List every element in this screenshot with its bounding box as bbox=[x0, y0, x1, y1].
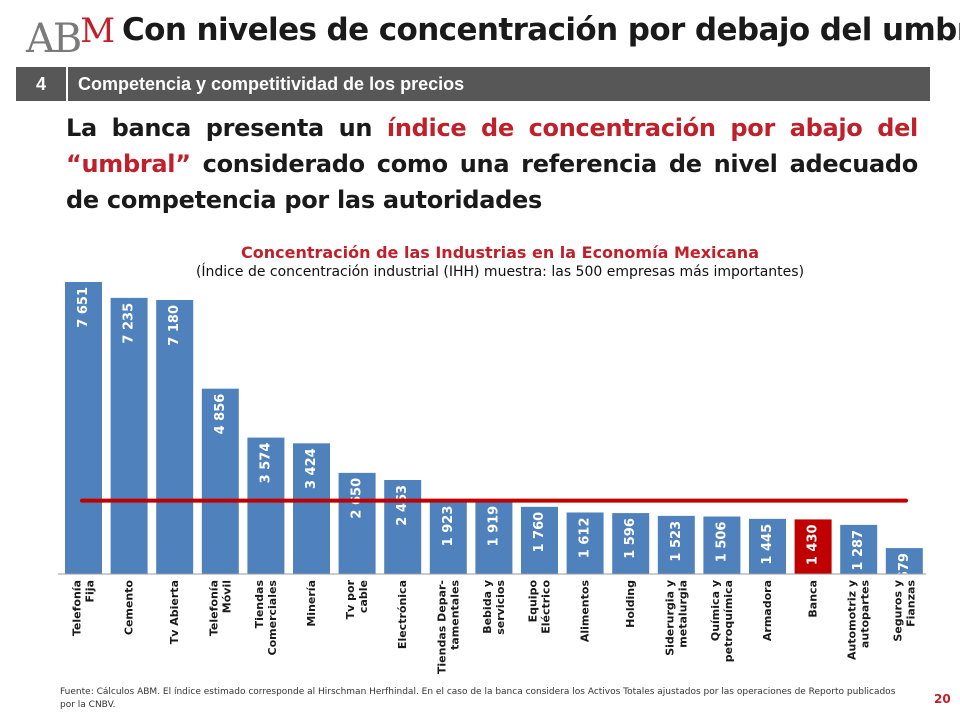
x-tick-label: Telefonía bbox=[207, 580, 220, 636]
lead-text-1: La banca presenta un bbox=[66, 114, 387, 142]
x-tick-label: cable bbox=[357, 580, 370, 613]
bar-value-label: 7 235 bbox=[122, 303, 137, 344]
bar-value-label: 3 574 bbox=[258, 443, 273, 484]
page-number: 20 bbox=[934, 692, 951, 706]
bar-value-label: 1 506 bbox=[714, 522, 729, 563]
bar bbox=[65, 282, 102, 574]
x-tick-label: Holding bbox=[624, 580, 637, 628]
section-title: Competencia y competitividad de los prec… bbox=[78, 74, 465, 94]
abm-logo: ABM bbox=[26, 8, 115, 64]
logo-text: ABM bbox=[26, 11, 115, 62]
bar bbox=[384, 479, 422, 574]
x-tick-label: Cemento bbox=[123, 580, 136, 636]
bar bbox=[201, 388, 239, 574]
x-tick-label: Tiendas Depar- bbox=[435, 580, 448, 674]
x-tick-label: Comerciales bbox=[266, 580, 279, 656]
bar bbox=[566, 512, 604, 574]
bar-value-label: 1 523 bbox=[669, 521, 684, 562]
bar-value-label: 1 445 bbox=[760, 524, 775, 565]
x-tick-label: Minería bbox=[305, 580, 318, 627]
x-tick-label: servicios bbox=[494, 580, 507, 635]
x-tick-label: Tiendas bbox=[253, 580, 266, 629]
bar bbox=[156, 299, 194, 574]
bar-value-label: 1 430 bbox=[806, 524, 821, 565]
source-footnote: Fuente: Cálculos ABM. El índice estimado… bbox=[60, 687, 896, 710]
x-tick-label: petroquímica bbox=[722, 580, 735, 662]
bar bbox=[657, 515, 695, 574]
bar-value-label: 7 180 bbox=[167, 305, 182, 346]
section-bar: 4 Competencia y competitividad de los pr… bbox=[16, 67, 930, 101]
bar-value-label: 1 596 bbox=[623, 518, 638, 559]
x-tick-label: Eléctrico bbox=[540, 580, 553, 634]
x-tick-label: Equipo bbox=[527, 580, 540, 623]
bar-value-label: 2 650 bbox=[350, 478, 365, 519]
bar bbox=[475, 500, 513, 574]
x-tick-label: Fianzas bbox=[904, 580, 917, 627]
x-tick-label: Tv Abierta bbox=[168, 580, 181, 644]
x-tick-label: autopartes bbox=[859, 580, 872, 649]
x-tick-label: Electrónica bbox=[396, 580, 409, 649]
x-tick-label: Tv por bbox=[344, 579, 357, 619]
x-tick-label: tamentales bbox=[448, 580, 461, 650]
bar bbox=[110, 297, 148, 574]
bar-value-label: 1 760 bbox=[532, 512, 547, 553]
bar bbox=[885, 548, 923, 574]
bar-value-label: 1 287 bbox=[851, 530, 866, 571]
bar bbox=[749, 518, 786, 574]
chart-subtitle: (Índice de concentración industrial (IHH… bbox=[195, 264, 805, 280]
x-tick-label: Telefonía bbox=[71, 580, 84, 636]
bar bbox=[247, 437, 285, 574]
bar bbox=[521, 506, 558, 574]
x-tick-label: metalurgia bbox=[676, 580, 689, 648]
x-tick-label: Bebida y bbox=[481, 580, 494, 634]
bar-chart: 7 651 7 235 7 180 4 856 3 574 3 424 2 650 2 463… bbox=[58, 282, 926, 674]
bar bbox=[840, 524, 878, 574]
lead-text-2: considerado como una referencia de nivel… bbox=[66, 150, 918, 214]
bar-value-label: 1 923 bbox=[441, 506, 456, 547]
bar-value-label: 1 919 bbox=[486, 506, 501, 547]
bar bbox=[293, 443, 330, 574]
logo-ab: AB bbox=[26, 16, 82, 62]
bar-value-label: 679 bbox=[897, 553, 912, 580]
x-tick-label: Siderurgia y bbox=[663, 580, 676, 656]
x-tick-label: Móvil bbox=[220, 580, 233, 613]
bar bbox=[612, 513, 650, 574]
x-tick-label: Química y bbox=[709, 580, 722, 641]
section-number: 4 bbox=[16, 67, 68, 101]
x-tick-label: Automotriz y bbox=[846, 580, 859, 660]
bar bbox=[794, 519, 832, 574]
bar bbox=[429, 500, 467, 574]
lead-paragraph: La banca presenta un índice de concentra… bbox=[66, 110, 918, 218]
chart-title: Concentración de las Industrias en la Ec… bbox=[240, 243, 759, 262]
bar bbox=[703, 516, 741, 574]
page-title: Con niveles de concentración por debajo … bbox=[122, 12, 960, 48]
x-tick-label: Seguros y bbox=[891, 580, 904, 642]
bar-value-label: 4 856 bbox=[213, 394, 228, 435]
x-tick-label: Fija bbox=[84, 580, 97, 602]
bar bbox=[338, 472, 376, 574]
x-tick-label: Alimentos bbox=[579, 580, 592, 643]
bar-value-label: 3 424 bbox=[304, 448, 319, 489]
x-tick-label: Armadora bbox=[761, 580, 774, 641]
x-tick-label: Banca bbox=[807, 580, 820, 618]
bar-value-label: 2 463 bbox=[395, 485, 410, 526]
lead-highlight: índice de concentración por abajo del “u… bbox=[66, 114, 918, 178]
bar-value-label: 1 612 bbox=[578, 517, 593, 558]
logo-m: M bbox=[80, 11, 115, 51]
bar-value-label: 7 651 bbox=[76, 287, 91, 328]
